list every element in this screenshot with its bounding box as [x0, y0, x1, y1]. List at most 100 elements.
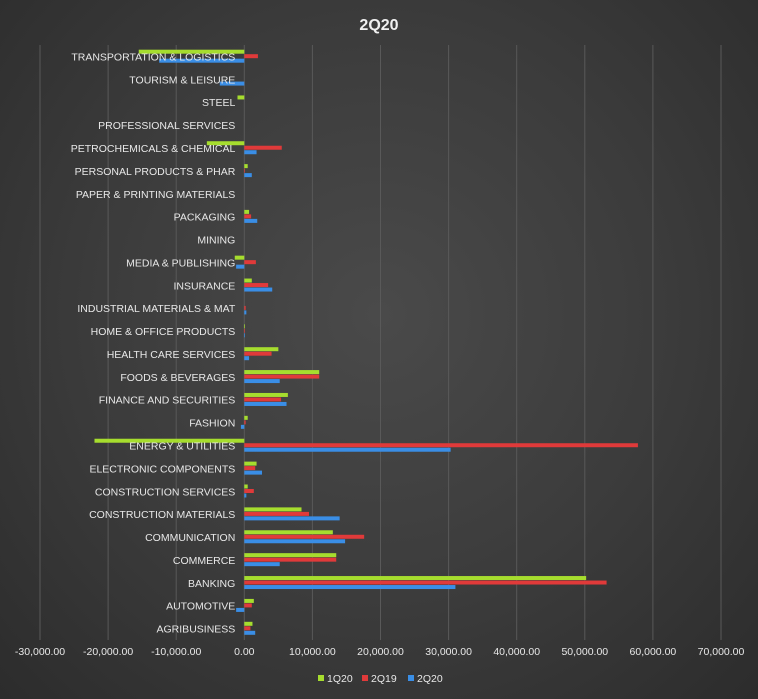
legend: 1Q20 2Q19 2Q20	[318, 673, 443, 685]
x-tick-label-5: 20,000.00	[357, 646, 404, 658]
bar-2Q19-25	[244, 54, 258, 59]
category-label-8: ENERGY & UTILITIES	[129, 440, 235, 452]
legend-swatch-2Q20	[408, 675, 414, 681]
bar-1Q20-2	[244, 576, 587, 581]
legend-label-1Q20: 1Q20	[327, 673, 353, 685]
category-label-5: CONSTRUCTION MATERIALS	[89, 509, 235, 521]
x-tick-label-4: 10,000.00	[289, 646, 336, 658]
legend-label-2Q19: 2Q19	[371, 673, 397, 685]
bar-2Q20-12	[244, 356, 250, 361]
bar-2Q20-25	[159, 58, 245, 63]
x-tick-label-3: 0.00	[234, 646, 255, 658]
bar-2Q20-7	[244, 470, 263, 475]
bar-2Q20-18	[244, 218, 258, 223]
bar-2Q20-15	[244, 287, 273, 292]
x-tick-label-10: 70,000.00	[698, 646, 745, 658]
bar-1Q20-5	[244, 507, 302, 512]
bar-1Q20-18	[244, 209, 250, 214]
bar-2Q19-16	[244, 260, 256, 265]
category-label-7: ELECTRONIC COMPONENTS	[89, 463, 235, 475]
category-label-16: MEDIA & PUBLISHING	[126, 257, 235, 269]
legend-item-1Q20: 1Q20	[318, 673, 353, 685]
bar-1Q20-12	[244, 347, 279, 352]
bar-2Q19-4	[244, 534, 365, 539]
bar-1Q20-10	[244, 392, 288, 397]
bar-1Q20-0	[244, 621, 253, 626]
bar-1Q20-20	[244, 164, 248, 169]
category-label-3: COMMERCE	[173, 555, 235, 567]
legend-label-2Q20: 2Q20	[417, 673, 443, 685]
chart-title: 2Q20	[359, 17, 398, 34]
gridlines	[39, 45, 722, 640]
bar-1Q20-15	[244, 278, 252, 283]
bar-2Q19-13	[244, 328, 245, 333]
bar-2Q20-13	[244, 333, 245, 338]
bar-2Q19-10	[244, 397, 282, 402]
bar-1Q20-6	[244, 484, 248, 489]
bar-1Q20-8	[94, 438, 245, 443]
bar-2Q19-9	[244, 420, 246, 425]
bar-2Q19-7	[244, 466, 256, 471]
bar-2Q19-6	[244, 489, 254, 493]
bar-2Q19-3	[244, 557, 337, 562]
category-label-15: INSURANCE	[173, 280, 235, 292]
category-label-11: FOODS & BEVERAGES	[120, 372, 235, 384]
bar-2Q19-2	[244, 580, 607, 585]
category-label-20: PERSONAL PRODUCTS & PHAR	[75, 166, 236, 178]
bar-2Q20-8	[244, 447, 451, 452]
bars	[94, 49, 638, 635]
category-label-1: AUTOMOTIVE	[166, 601, 235, 613]
bar-2Q20-11	[244, 379, 280, 384]
x-tick-label-2: -10,000.00	[151, 646, 201, 658]
bar-2Q19-14	[244, 305, 246, 310]
category-label-17: MINING	[197, 235, 235, 247]
bar-1Q20-23	[237, 95, 245, 100]
bar-2Q19-18	[244, 214, 252, 219]
bar-2Q20-21	[244, 150, 257, 155]
bar-1Q20-13	[244, 324, 245, 329]
x-tick-label-9: 60,000.00	[630, 646, 677, 658]
bar-2Q19-1	[244, 603, 252, 608]
bar-2Q19-15	[244, 283, 269, 288]
bar-1Q20-7	[244, 461, 257, 466]
category-labels: AGRIBUSINESS AUTOMOTIVE BANKING COMMERCE COM…	[71, 51, 236, 635]
bar-1Q20-3	[244, 553, 337, 558]
bar-2Q20-16	[236, 264, 245, 269]
bar-2Q20-9	[240, 424, 245, 429]
x-tick-label-1: -20,000.00	[83, 646, 133, 658]
category-label-6: CONSTRUCTION SERVICES	[95, 486, 235, 498]
category-label-23: STEEL	[202, 97, 235, 109]
bar-2Q20-24	[219, 81, 245, 86]
x-tick-label-7: 40,000.00	[493, 646, 540, 658]
category-label-12: HEALTH CARE SERVICES	[107, 349, 236, 361]
bar-2Q19-21	[244, 145, 282, 150]
bar-2Q20-6	[244, 493, 247, 498]
bar-2Q20-5	[244, 516, 340, 521]
legend-item-2Q19: 2Q19	[362, 673, 397, 685]
bar-2Q20-10	[244, 401, 287, 406]
x-tick-label-6: 30,000.00	[425, 646, 472, 658]
bar-1Q20-1	[244, 598, 254, 603]
category-label-0: AGRIBUSINESS	[157, 624, 236, 636]
category-label-21: PETROCHEMICALS & CHEMICAL	[71, 143, 236, 155]
category-label-10: FINANCE AND SECURITIES	[99, 395, 236, 407]
category-label-9: FASHION	[189, 418, 235, 430]
bar-1Q20-16	[234, 255, 245, 260]
bar-2Q20-4	[244, 539, 346, 544]
bar-1Q20-25	[138, 49, 245, 54]
bar-1Q20-21	[206, 141, 245, 146]
legend-swatch-2Q19	[362, 675, 368, 681]
category-label-13: HOME & OFFICE PRODUCTS	[91, 326, 236, 338]
bar-1Q20-11	[244, 370, 320, 375]
bar-2Q20-0	[244, 630, 256, 635]
x-axis-tick-labels: -30,000.00 -20,000.00 -10,000.00 0.00 10,000…	[15, 646, 745, 658]
bar-2Q20-20	[244, 173, 252, 178]
category-label-14: INDUSTRIAL MATERIALS & MAT	[77, 303, 235, 315]
category-label-4: COMMUNICATION	[145, 532, 235, 544]
bar-2Q20-3	[244, 562, 280, 567]
category-label-19: PAPER & PRINTING MATERIALS	[76, 189, 235, 201]
category-label-2: BANKING	[188, 578, 235, 590]
legend-item-2Q20: 2Q20	[408, 673, 443, 685]
category-label-25: TRANSPORTATION & LOGISTICS	[71, 51, 235, 63]
